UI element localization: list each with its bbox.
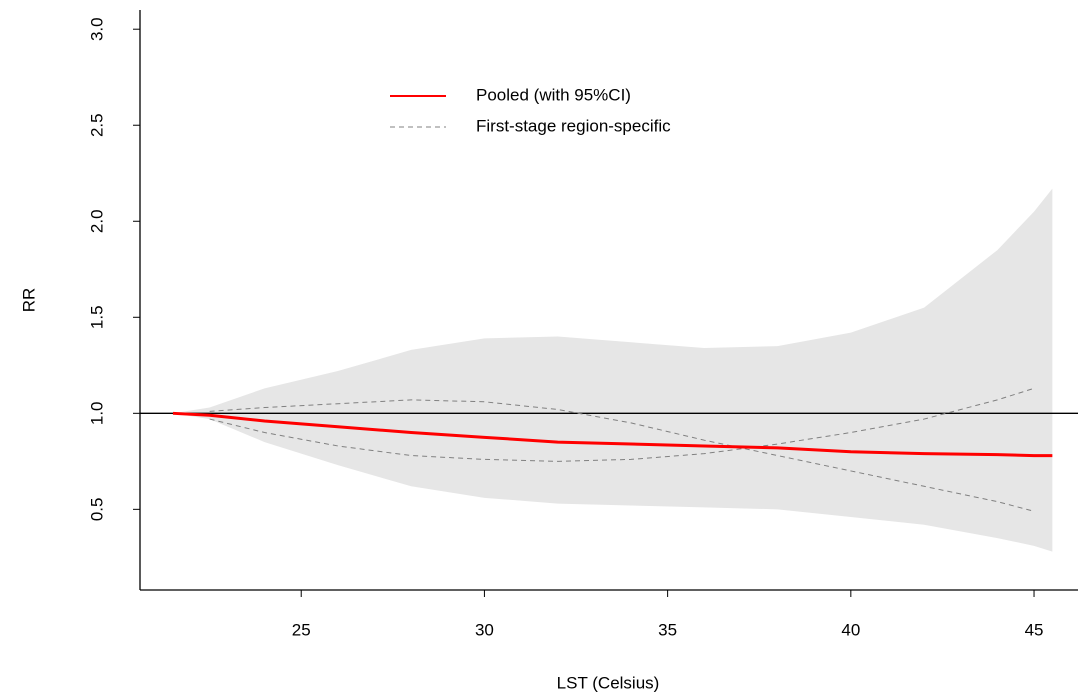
- x-tick-label: 45: [1025, 620, 1044, 639]
- y-tick-label: 2.5: [87, 113, 106, 137]
- x-tick-label: 30: [475, 620, 494, 639]
- series-line: [209, 399, 1035, 512]
- x-tick-label: 35: [658, 620, 677, 639]
- y-tick-label: 2.0: [87, 209, 106, 233]
- series-line: [209, 387, 1035, 462]
- legend-label: First-stage region-specific: [476, 116, 671, 135]
- y-tick-label: 1.0: [87, 401, 106, 425]
- y-tick-label: 0.5: [87, 498, 106, 522]
- y-tick-label: 1.5: [87, 305, 106, 329]
- legend-label: Pooled (with 95%CI): [476, 85, 631, 104]
- series-line: [172, 411, 1053, 458]
- x-axis-label: LST (Celsius): [557, 673, 660, 692]
- x-tick-label: 25: [292, 620, 311, 639]
- y-axis-label: RR: [19, 288, 38, 313]
- x-tick-label: 40: [841, 620, 860, 639]
- ci-band: [172, 188, 1053, 552]
- y-tick-label: 3.0: [87, 17, 106, 41]
